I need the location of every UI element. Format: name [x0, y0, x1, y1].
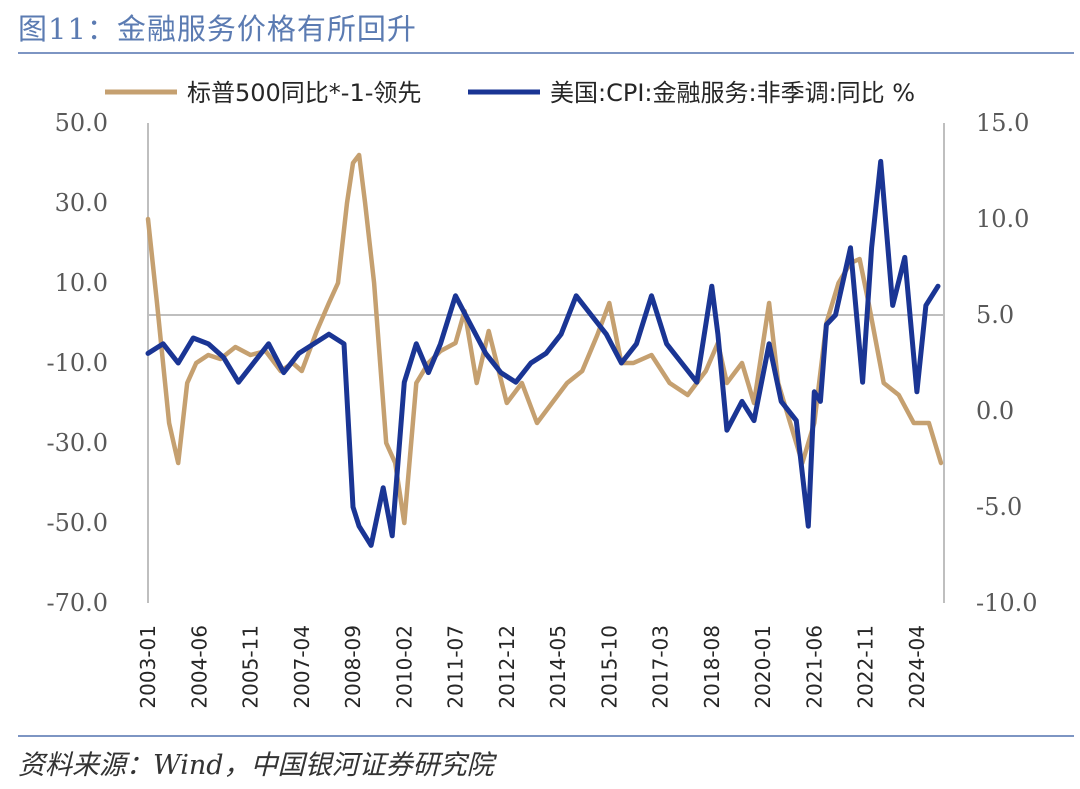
x-tick-label: 2014-05: [546, 625, 570, 709]
source-divider: [18, 735, 1074, 737]
x-tick-label: 2018-08: [700, 625, 724, 709]
y-right-tick-label: 0.0: [976, 397, 1014, 425]
x-tick-label: 2008-09: [341, 625, 365, 709]
x-axis-ticks: 2003-01 2004-06 2005-11 2007-04 2008-09 2010-…: [136, 625, 929, 709]
x-tick-label: 2015-10: [597, 625, 621, 709]
y-left-tick-label: -30.0: [46, 429, 108, 457]
x-tick-label: 2011-07: [444, 625, 468, 709]
legend-label-cpi-financial: 美国:CPI:金融服务:非季调:同比 %: [550, 79, 915, 107]
y-left-tick-label: -10.0: [46, 349, 108, 377]
y-right-tick-label: -10.0: [976, 589, 1038, 617]
y-right-tick-label: 10.0: [976, 205, 1029, 233]
x-tick-label: 2017-03: [649, 625, 673, 709]
y-right-tick-label: 5.0: [976, 301, 1014, 329]
x-tick-label: 2010-02: [392, 625, 416, 709]
y-left-tick-label: 50.0: [55, 109, 108, 137]
x-tick-label: 2012-12: [495, 625, 519, 709]
y-right-tick-label: -5.0: [976, 493, 1022, 521]
x-tick-label: 2004-06: [187, 625, 211, 709]
x-tick-label: 2022-11: [854, 625, 878, 709]
x-tick-label: 2005-11: [239, 625, 263, 709]
y-axis-left-ticks: 50.0 30.0 10.0 -10.0 -30.0 -50.0 -70.0: [46, 109, 108, 617]
legend-label-sp500: 标普500同比*-1-领先: [187, 79, 421, 107]
y-left-tick-label: -70.0: [46, 589, 108, 617]
chart-axes: [147, 123, 945, 603]
y-left-tick-label: 30.0: [55, 189, 108, 217]
x-tick-label: 2007-04: [290, 625, 314, 709]
x-tick-label: 2021-06: [802, 625, 826, 709]
title-divider: [18, 52, 1074, 54]
y-axis-right-ticks: 15.0 10.0 5.0 0.0 -5.0 -10.0: [976, 109, 1038, 617]
chart-legend: 标普500同比*-1-领先 美国:CPI:金融服务:非季调:同比 %: [105, 79, 915, 107]
x-tick-label: 2024-04: [905, 625, 929, 709]
plot-area: [145, 152, 944, 548]
x-tick-label: 2003-01: [136, 625, 160, 709]
series-line-sp500: [145, 152, 944, 526]
figure-title: 图11：金融服务价格有所回升: [18, 12, 417, 46]
series-line-cpi-financial: [145, 158, 941, 548]
y-right-tick-label: 15.0: [976, 109, 1029, 137]
y-left-tick-label: 10.0: [55, 269, 108, 297]
source-note: 资料来源：Wind，中国银河证券研究院: [18, 750, 494, 781]
y-left-tick-label: -50.0: [46, 509, 108, 537]
line-chart: 标普500同比*-1-领先 美国:CPI:金融服务:非季调:同比 % 50.0 30…: [46, 79, 1038, 709]
x-tick-label: 2020-01: [751, 625, 775, 709]
